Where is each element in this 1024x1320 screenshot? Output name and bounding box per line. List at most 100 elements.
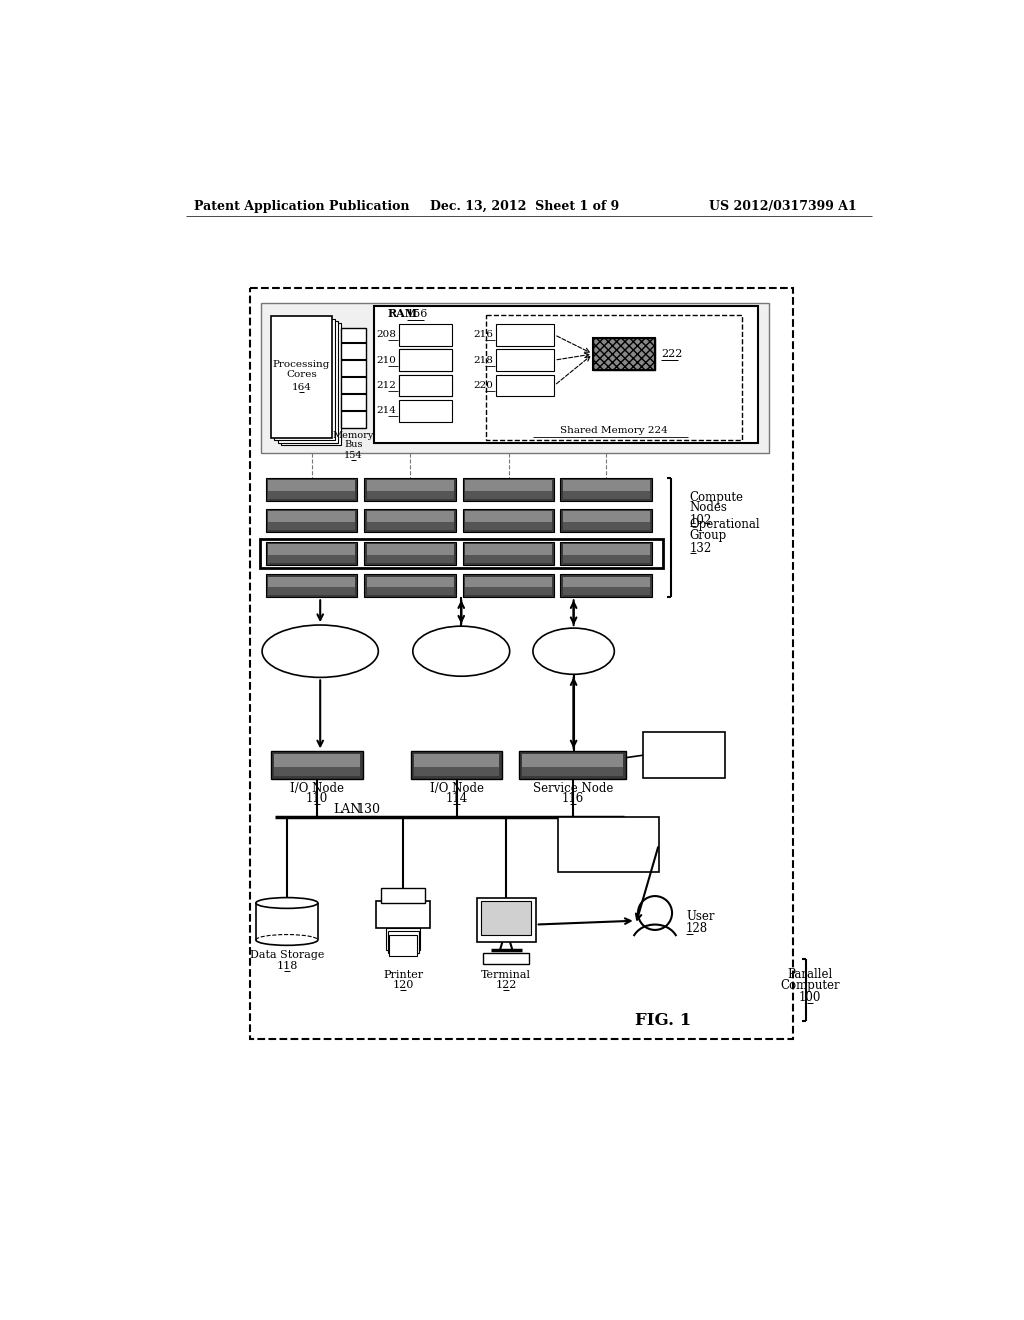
Polygon shape	[367, 480, 454, 491]
Polygon shape	[268, 480, 355, 491]
Polygon shape	[463, 508, 554, 532]
Polygon shape	[465, 511, 552, 521]
Text: ....: ....	[539, 583, 546, 589]
Polygon shape	[268, 491, 355, 499]
Polygon shape	[465, 577, 552, 587]
Polygon shape	[563, 521, 649, 529]
Polygon shape	[563, 480, 649, 491]
Text: LAN: LAN	[334, 803, 361, 816]
Text: 124: 124	[674, 762, 694, 772]
Text: 102: 102	[690, 513, 712, 527]
Polygon shape	[261, 304, 769, 453]
Polygon shape	[414, 755, 500, 767]
Text: 222: 222	[662, 348, 683, 359]
Text: 212: 212	[376, 381, 396, 389]
Polygon shape	[463, 543, 554, 565]
Text: US 2012/0317399 A1: US 2012/0317399 A1	[709, 199, 856, 213]
Polygon shape	[465, 480, 552, 491]
Polygon shape	[268, 544, 355, 554]
Text: Application: Application	[577, 834, 641, 845]
Text: Processing: Processing	[273, 360, 331, 370]
Text: 208: 208	[376, 330, 396, 339]
Polygon shape	[496, 323, 554, 346]
Polygon shape	[268, 511, 355, 521]
Text: 128: 128	[686, 921, 709, 935]
Polygon shape	[271, 317, 332, 438]
Text: 100: 100	[799, 991, 821, 1005]
Polygon shape	[381, 887, 425, 903]
Text: ....: ....	[637, 517, 644, 523]
Polygon shape	[266, 478, 357, 502]
Polygon shape	[496, 350, 554, 371]
Text: FIG. 1: FIG. 1	[635, 1012, 691, 1030]
Polygon shape	[274, 318, 335, 441]
Text: ....: ....	[440, 487, 447, 492]
Circle shape	[638, 896, 672, 929]
Text: ....: ....	[637, 583, 644, 589]
Text: Interface: Interface	[583, 846, 634, 855]
Polygon shape	[465, 544, 552, 554]
Polygon shape	[386, 928, 420, 950]
Text: 220: 220	[473, 381, 493, 389]
Polygon shape	[463, 574, 554, 597]
Text: Application: Application	[652, 750, 716, 759]
Polygon shape	[268, 587, 355, 595]
Polygon shape	[274, 755, 359, 767]
Polygon shape	[560, 574, 652, 597]
Text: User: User	[686, 911, 715, 924]
Polygon shape	[375, 306, 758, 444]
Text: Dec. 13, 2012  Sheet 1 of 9: Dec. 13, 2012 Sheet 1 of 9	[430, 199, 620, 213]
Polygon shape	[563, 554, 649, 562]
Text: 132: 132	[690, 541, 712, 554]
Polygon shape	[560, 478, 652, 502]
Polygon shape	[519, 751, 627, 779]
Polygon shape	[465, 521, 552, 529]
Polygon shape	[563, 587, 649, 595]
Polygon shape	[465, 554, 552, 562]
Text: Bus: Bus	[344, 441, 362, 449]
Text: ....: ....	[440, 550, 447, 556]
Polygon shape	[266, 574, 357, 597]
Text: 218: 218	[473, 355, 493, 364]
Polygon shape	[399, 375, 452, 396]
Polygon shape	[563, 577, 649, 587]
Polygon shape	[563, 491, 649, 499]
Polygon shape	[486, 315, 741, 441]
Text: Shared Memory 224: Shared Memory 224	[560, 426, 668, 436]
Text: 108: 108	[451, 652, 472, 663]
Polygon shape	[477, 898, 536, 942]
Text: Cores: Cores	[287, 371, 317, 379]
Polygon shape	[481, 902, 531, 936]
Polygon shape	[367, 521, 454, 529]
Text: JTAG: JTAG	[559, 642, 588, 652]
Text: 216: 216	[473, 330, 493, 339]
Polygon shape	[560, 508, 652, 532]
Text: Patent Application Publication: Patent Application Publication	[194, 199, 410, 213]
Text: 114: 114	[445, 792, 468, 805]
Polygon shape	[465, 491, 552, 499]
Polygon shape	[268, 577, 355, 587]
Text: ....: ....	[539, 517, 546, 523]
Text: Compute: Compute	[690, 491, 743, 504]
Polygon shape	[365, 543, 456, 565]
Text: I/O Node: I/O Node	[430, 781, 483, 795]
Polygon shape	[563, 544, 649, 554]
Polygon shape	[367, 491, 454, 499]
Polygon shape	[341, 327, 366, 428]
Polygon shape	[367, 544, 454, 554]
Polygon shape	[522, 767, 624, 776]
Polygon shape	[483, 953, 529, 964]
Text: 214: 214	[376, 407, 396, 416]
Text: 154: 154	[344, 451, 362, 461]
Text: ....: ....	[342, 550, 349, 556]
Text: ....: ....	[637, 487, 644, 492]
Ellipse shape	[413, 626, 510, 676]
Text: Service: Service	[588, 824, 630, 834]
Polygon shape	[522, 755, 624, 767]
Polygon shape	[271, 751, 362, 779]
Polygon shape	[365, 478, 456, 502]
Text: 106: 106	[309, 660, 331, 671]
Text: 118: 118	[276, 961, 298, 972]
Text: ....: ....	[342, 487, 349, 492]
Polygon shape	[388, 932, 419, 953]
